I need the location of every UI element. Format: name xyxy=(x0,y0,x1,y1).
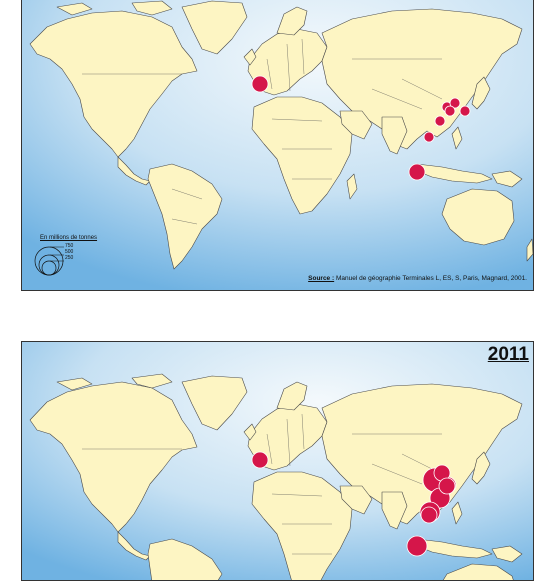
legend: En millions de tonnes 750 500 250 xyxy=(34,235,124,279)
north-america xyxy=(29,10,198,158)
north-america xyxy=(29,381,198,533)
madagascar xyxy=(346,173,358,200)
scandinavia xyxy=(276,381,308,411)
world-map-top xyxy=(22,0,533,290)
legend-value-500: 500 xyxy=(65,249,74,255)
continents xyxy=(29,373,523,580)
port-circle-japon-1 xyxy=(444,105,456,117)
country-borders xyxy=(82,413,443,555)
philippines xyxy=(451,126,463,150)
port-circle-singapour xyxy=(406,535,428,557)
map-panel-top: En millions de tonnes 750 500 250 Source… xyxy=(21,0,534,291)
greenland xyxy=(181,0,248,55)
port-circle-kaohsiung xyxy=(434,115,446,127)
japan xyxy=(471,76,491,110)
british-isles xyxy=(243,423,257,441)
port-circle-busan xyxy=(438,477,456,495)
india xyxy=(381,116,408,155)
asia xyxy=(321,8,523,150)
australia xyxy=(441,188,515,246)
map-year: 2011 xyxy=(487,344,529,365)
port-circle-rotterdam xyxy=(251,75,269,93)
port-circle-hong-kong xyxy=(423,131,435,143)
port-circles-bottom xyxy=(251,451,457,557)
port-circles-top xyxy=(251,75,471,181)
port-circle-singapour xyxy=(408,163,426,181)
port-circle-busan xyxy=(449,97,461,109)
map-panel-bottom: 2011 xyxy=(21,341,534,581)
new-zealand xyxy=(526,238,533,262)
south-america xyxy=(147,538,223,580)
legend-circle-500 xyxy=(38,254,60,276)
legend-title: En millions de tonnes xyxy=(40,235,98,241)
british-isles xyxy=(243,48,257,66)
arabian-peninsula xyxy=(339,485,373,515)
japan xyxy=(471,451,491,485)
arctic-islands xyxy=(56,373,173,391)
central-america xyxy=(117,156,151,186)
port-circle-rotterdam xyxy=(251,451,269,469)
source-label: Source : xyxy=(308,275,335,282)
world-map-bottom xyxy=(22,342,533,580)
south-america xyxy=(147,163,223,270)
arctic-islands xyxy=(56,0,173,16)
country-borders xyxy=(82,38,443,225)
legend-circle-250 xyxy=(41,260,57,276)
source-note: Source : Manuel de géographie Terminales… xyxy=(308,275,527,282)
arabian-peninsula xyxy=(339,110,373,140)
new-guinea xyxy=(491,545,523,563)
legend-circles xyxy=(34,246,64,276)
asia xyxy=(321,383,523,525)
port-circle-japon-2 xyxy=(459,105,471,117)
africa xyxy=(251,471,353,580)
scandinavia xyxy=(276,6,308,36)
philippines xyxy=(451,501,463,525)
port-circle-hong-kong xyxy=(420,506,438,524)
source-text: Manuel de géographie Terminales L, ES, S… xyxy=(335,275,527,282)
africa xyxy=(251,96,353,215)
new-guinea xyxy=(491,170,523,188)
central-america xyxy=(117,531,151,561)
greenland xyxy=(181,375,248,431)
legend-value-750: 750 xyxy=(65,243,74,249)
legend-value-250: 250 xyxy=(65,255,74,261)
continents xyxy=(29,0,533,270)
india xyxy=(381,491,408,530)
